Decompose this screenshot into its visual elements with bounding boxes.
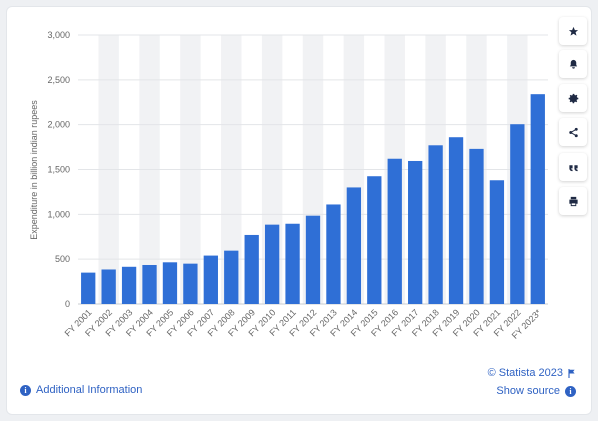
bar[interactable] [387, 158, 402, 304]
print-button[interactable] [559, 187, 587, 215]
notification-button[interactable] [559, 50, 587, 78]
bar[interactable] [367, 176, 382, 304]
cite-button[interactable] [559, 153, 587, 181]
y-tick-label: 3,000 [47, 30, 70, 40]
bar[interactable] [408, 160, 423, 304]
bar[interactable] [510, 124, 525, 305]
bar[interactable] [469, 148, 484, 304]
info-icon: i [20, 384, 31, 396]
share-button[interactable] [559, 118, 587, 146]
show-source-label: Show source [496, 385, 560, 397]
bars [81, 94, 545, 305]
bar[interactable] [326, 204, 341, 304]
settings-button[interactable] [559, 84, 587, 112]
bar[interactable] [285, 223, 300, 304]
credit-label: © Statista 2023 [487, 367, 563, 379]
additional-information-link[interactable]: i Additional Information [20, 384, 142, 396]
show-source-link[interactable]: Show source i [496, 385, 576, 397]
bar[interactable] [224, 250, 239, 304]
bar[interactable] [530, 94, 545, 305]
bar[interactable] [203, 255, 218, 304]
bar[interactable] [448, 137, 464, 304]
bar[interactable] [81, 272, 96, 304]
bar[interactable] [142, 264, 157, 304]
gear-icon [568, 93, 578, 103]
y-tick-label: 2,500 [47, 75, 70, 85]
flag-icon [568, 368, 575, 378]
bar[interactable] [346, 187, 362, 304]
star-icon [568, 26, 578, 36]
bar[interactable] [264, 224, 280, 304]
bar[interactable] [121, 266, 137, 304]
bar[interactable] [305, 215, 321, 304]
statista-credit[interactable]: © Statista 2023 [488, 367, 576, 379]
bar[interactable] [428, 145, 443, 304]
additional-information-label: Additional Information [36, 384, 143, 396]
quote-icon [568, 164, 578, 171]
print-icon [568, 196, 578, 206]
y-tick-label: 2,000 [47, 120, 70, 130]
y-tick-label: 0 [65, 299, 70, 309]
bar[interactable] [244, 234, 259, 304]
share-icon [568, 127, 578, 137]
bar[interactable] [183, 263, 198, 304]
y-tick-label: 500 [55, 254, 70, 264]
bar[interactable] [162, 262, 178, 304]
star-button[interactable] [559, 17, 587, 45]
info-icon: i [565, 385, 576, 397]
y-tick-labels: 0 500 1,000 1,500 2,000 2,500 3,000 [47, 30, 70, 309]
bell-icon [569, 59, 577, 69]
y-tick-label: 1,000 [47, 209, 70, 219]
bar[interactable] [489, 180, 505, 304]
y-axis-label: Expenditure in billion indian rupees [29, 100, 39, 240]
y-tick-label: 1,500 [47, 165, 70, 175]
bar[interactable] [101, 269, 116, 304]
